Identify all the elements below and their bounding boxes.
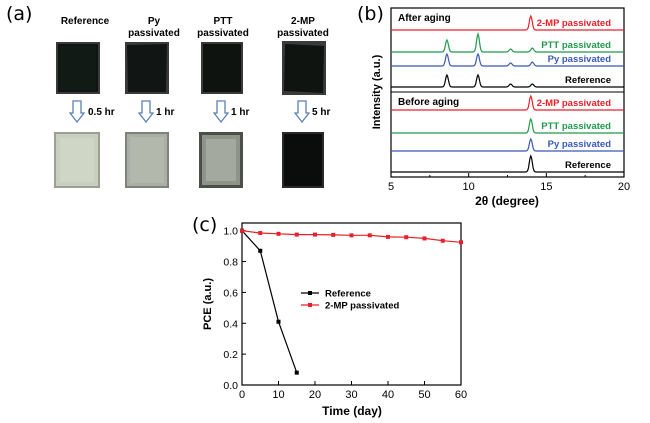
pce-x-tick-label: 40	[382, 389, 394, 401]
xrd-trace	[391, 137, 624, 152]
photo-reference-fresh	[56, 42, 100, 94]
xrd-series-label: 2-MP passivated	[537, 98, 611, 109]
xrd-ticks: 5 10 15 20	[388, 173, 630, 193]
pce-x-tick-label: 50	[418, 389, 430, 401]
xrd-series-label: PTT passivated	[541, 40, 611, 51]
pce-y-tick-label: 0.2	[223, 349, 238, 361]
time-label-ptt: 1 hr	[231, 107, 250, 118]
xrd-x-tick-label: 10	[463, 181, 475, 193]
sample-label-text: Reference	[60, 16, 110, 27]
xrd-traces	[391, 14, 624, 173]
sample-label-text: PTT passivated	[197, 16, 249, 39]
photo-2mp-aged	[282, 132, 324, 188]
arrow-down-icon	[294, 100, 310, 124]
pce-data-point	[404, 235, 409, 240]
pce-y-axis-title: PCE (a.u.)	[202, 278, 214, 330]
xrd-series-label: Reference	[565, 75, 611, 86]
pce-y-tick-label: 0.8	[223, 257, 238, 269]
time-label-reference: 0.5 hr	[88, 107, 115, 118]
pce-axes: 0 10 20 30 40 50 60 0.0 0.2 0.4 0.6 0.8 1.0	[223, 226, 467, 401]
pce-series	[240, 228, 463, 375]
pce-data-point	[331, 232, 336, 237]
pce-series-line	[241, 230, 298, 373]
pce-legend-label: Reference	[325, 289, 371, 300]
xrd-series-label: 2-MP passivated	[537, 18, 611, 29]
panel-a-label: (a)	[6, 3, 33, 25]
arrow-down-icon	[69, 100, 85, 124]
xrd-series-label: Reference	[565, 160, 611, 171]
after-aging-label: After aging	[398, 13, 451, 24]
pce-y-tick-label: 0.4	[223, 318, 238, 330]
photo-ptt-aged	[199, 132, 243, 188]
xrd-trace	[391, 117, 624, 134]
photo-reference-aged	[54, 132, 100, 188]
pce-data-point	[276, 319, 281, 324]
panel-c-label: (c)	[192, 214, 218, 236]
pce-data-point	[459, 240, 463, 245]
pce-y-tick-label: 1.0	[223, 226, 238, 238]
pce-x-tick-label: 30	[345, 389, 357, 401]
pce-legend-marker	[308, 291, 312, 295]
xrd-x-axis-title: 2θ (degree)	[475, 194, 539, 208]
pce-y-tick-label: 0.0	[223, 380, 238, 392]
xrd-series-labels: 2-MP passivated PTT passivated Py passivat…	[537, 18, 611, 171]
xrd-trace	[391, 32, 624, 53]
pce-data-point	[422, 236, 427, 241]
pce-y-tick-label: 0.6	[223, 287, 238, 299]
pce-data-point	[313, 232, 317, 237]
pce-data-point	[258, 248, 263, 253]
photo-2mp-fresh	[282, 41, 326, 95]
xrd-trace	[391, 52, 624, 67]
photo-py-aged	[125, 132, 169, 188]
pce-x-tick-label: 10	[272, 389, 284, 401]
xrd-x-tick-label: 15	[540, 181, 552, 193]
pce-x-tick-label: 0	[239, 389, 245, 401]
xrd-x-tick-label: 20	[618, 181, 630, 193]
arrow-down-icon	[138, 100, 154, 124]
xrd-chart: 5 10 15 20 After aging Before aging 2-MP pa…	[371, 7, 630, 208]
xrd-series-label: Py passivated	[548, 54, 612, 65]
pce-data-point	[386, 234, 390, 239]
pce-x-axis-title: Time (day)	[322, 404, 382, 418]
sample-label-ptt: PTT passivated	[188, 16, 258, 40]
xrd-y-axis-title: Intensity (a.u.)	[371, 54, 383, 129]
time-label-py: 1 hr	[156, 107, 175, 118]
panel-b-label: (b)	[357, 3, 384, 25]
sample-label-text: Py passivated	[128, 16, 180, 39]
xrd-series-label: Py passivated	[548, 139, 612, 150]
pce-x-tick-label: 60	[455, 389, 467, 401]
pce-data-point	[440, 238, 445, 243]
xrd-x-tick-label: 5	[388, 181, 394, 193]
sample-label-py: Py passivated	[119, 16, 189, 40]
sample-label-2mp: 2-MP passivated	[266, 16, 340, 40]
pce-chart: 0 10 20 30 40 50 60 0.0 0.2 0.4 0.6 0.8 1.0 Referenc…	[202, 222, 467, 418]
before-aging-label: Before aging	[398, 97, 459, 108]
photo-py-fresh	[125, 42, 169, 94]
sample-label-text: 2-MP passivated	[277, 16, 329, 39]
xrd-trace	[391, 154, 624, 173]
pce-data-point	[294, 232, 299, 237]
time-label-2mp: 5 hr	[312, 107, 331, 118]
pce-data-point	[367, 233, 372, 238]
xrd-series-label: PTT passivated	[541, 121, 611, 132]
pce-data-point	[276, 231, 281, 236]
xrd-trace	[391, 73, 624, 88]
pce-legend-marker	[308, 303, 312, 307]
pce-data-point	[349, 233, 354, 238]
xrd-trace	[391, 14, 624, 31]
sample-label-reference: Reference	[50, 16, 120, 28]
xrd-trace	[391, 94, 624, 111]
pce-x-tick-label: 20	[309, 389, 321, 401]
arrow-down-icon	[213, 100, 229, 124]
pce-data-point	[294, 370, 299, 375]
pce-data-point	[258, 231, 263, 236]
pce-legend-label: 2-MP passivated	[325, 301, 399, 312]
pce-data-point	[240, 228, 244, 233]
photo-ptt-fresh	[201, 42, 243, 94]
